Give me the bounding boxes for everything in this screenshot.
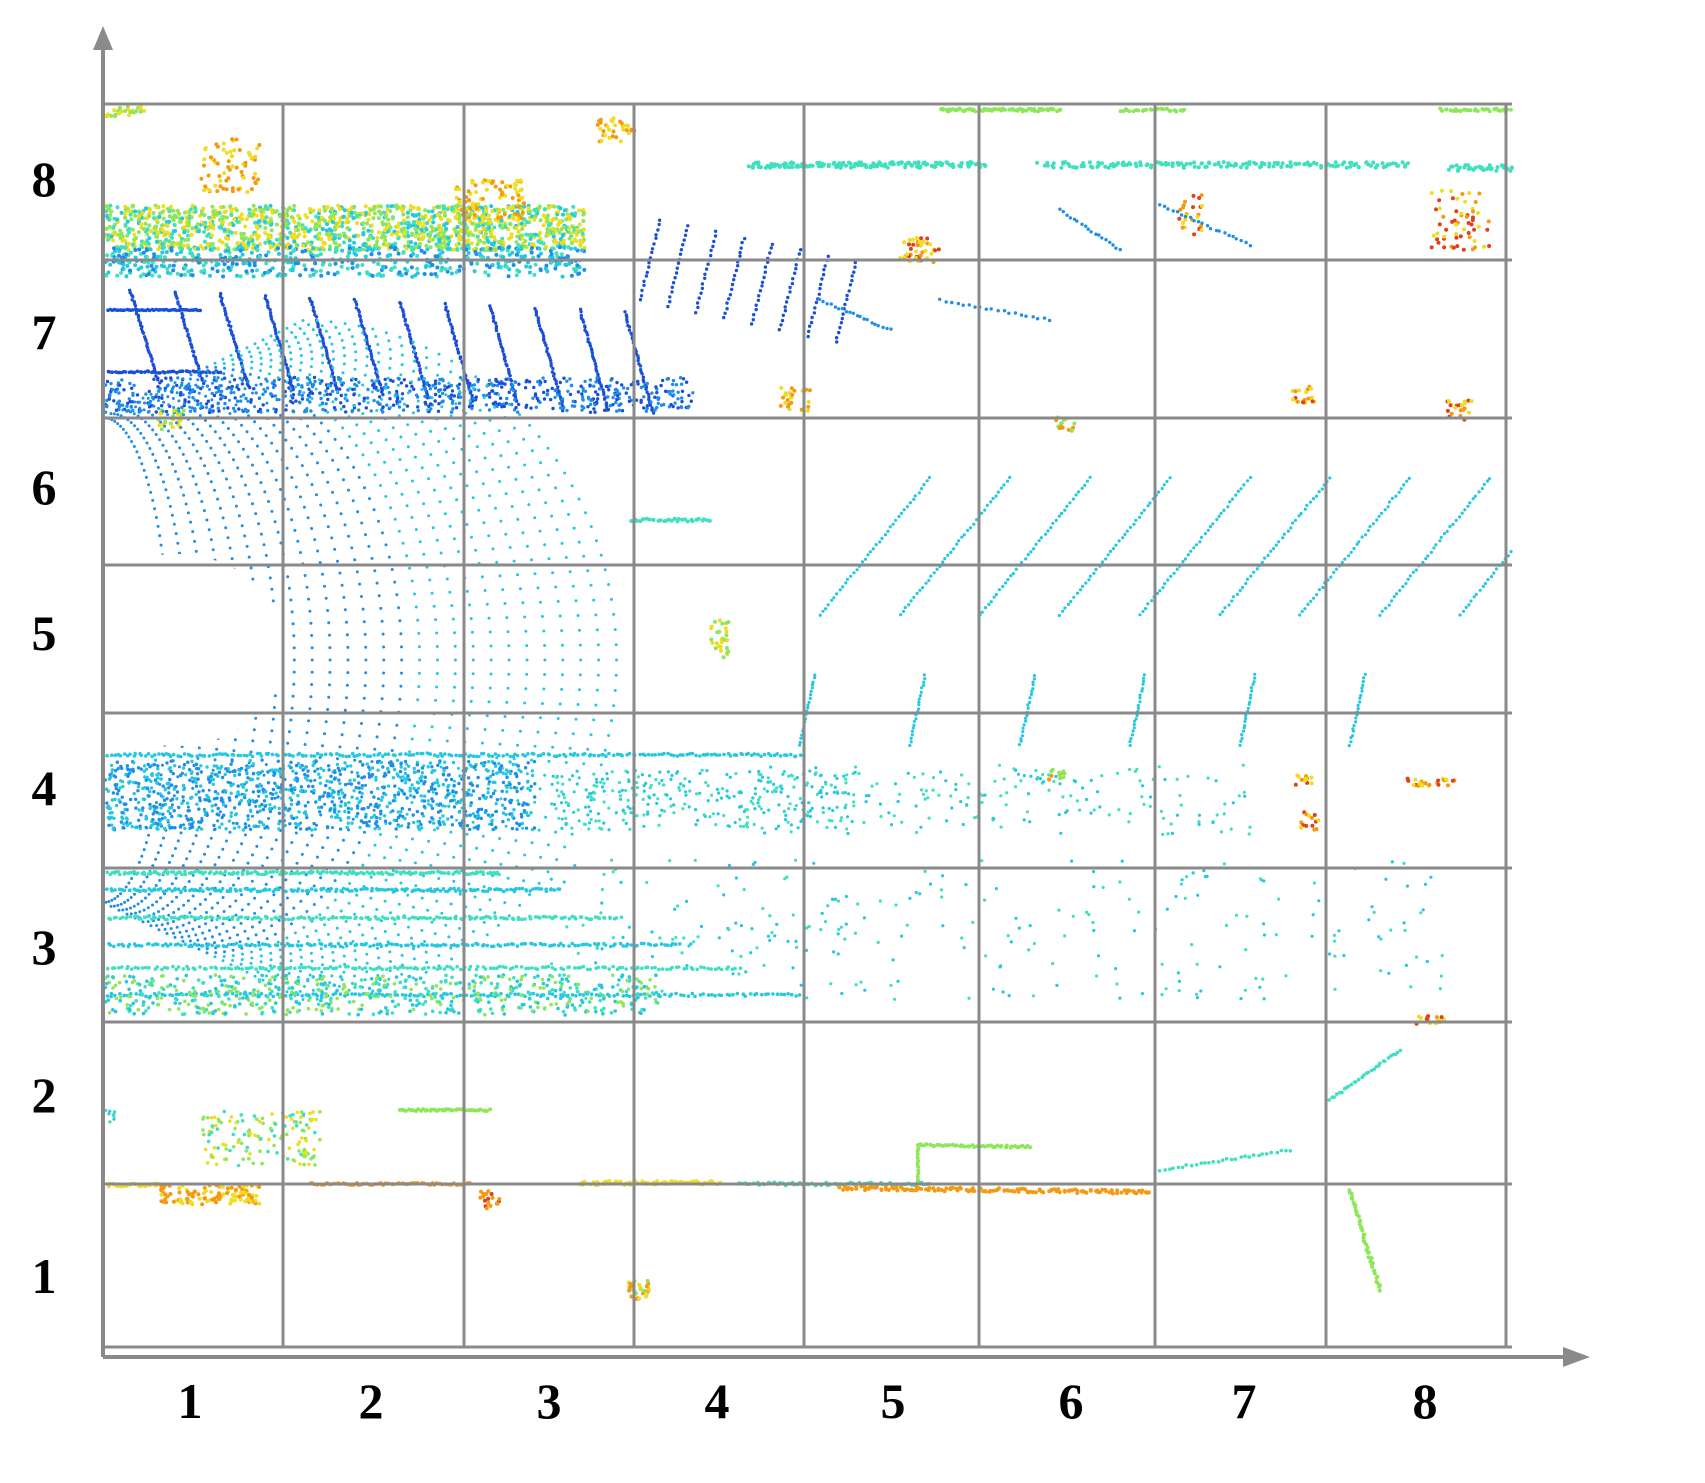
row-label-5: 5	[32, 605, 57, 661]
x-axis-arrow-icon	[1563, 1347, 1590, 1367]
col-label-7: 7	[1232, 1373, 1257, 1429]
row-label-6: 6	[32, 459, 57, 515]
col-label-3: 3	[537, 1373, 562, 1429]
grid-lines	[101, 102, 1512, 1349]
col-label-2: 2	[359, 1373, 384, 1429]
col-label-1: 1	[178, 1373, 203, 1429]
axes	[93, 26, 1590, 1367]
row-label-1: 1	[32, 1248, 57, 1304]
column-labels: 1 2 3 4 5 6 7 8	[178, 1373, 1438, 1429]
col-label-8: 8	[1413, 1373, 1438, 1429]
row-label-4: 4	[32, 760, 57, 816]
point-cloud	[63, 105, 1514, 1301]
row-label-3: 3	[32, 919, 57, 975]
row-label-7: 7	[32, 304, 57, 360]
y-axis-arrow-icon	[93, 26, 113, 50]
row-label-2: 2	[32, 1067, 57, 1123]
row-labels: 8 7 6 5 4 3 2 1	[32, 151, 57, 1304]
col-label-5: 5	[881, 1373, 906, 1429]
row-label-8: 8	[32, 151, 57, 207]
col-label-4: 4	[705, 1373, 730, 1429]
col-label-6: 6	[1059, 1373, 1084, 1429]
